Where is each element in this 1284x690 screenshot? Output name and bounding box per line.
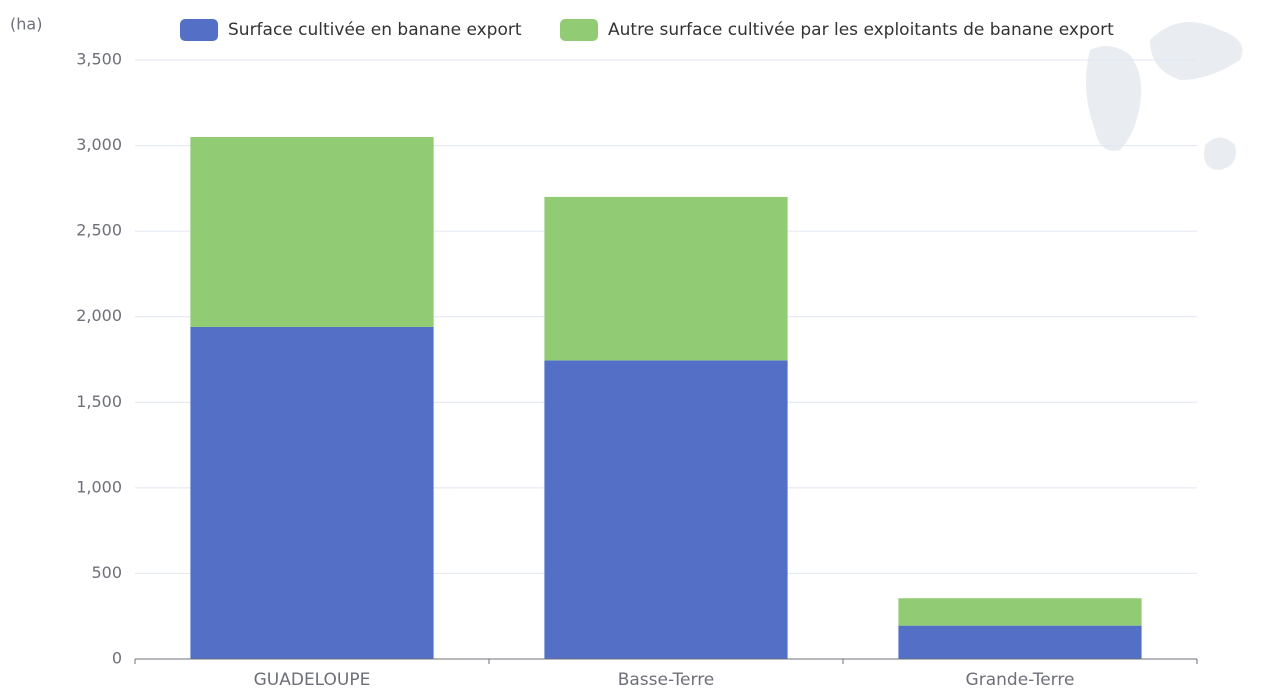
y-tick-label: 500 [91,563,122,582]
x-tick-label: Basse-Terre [618,670,715,690]
legend-label[interactable]: Surface cultivée en banane export [228,20,522,40]
legend-swatch[interactable] [560,19,598,41]
bar-segment [898,625,1142,659]
y-tick-label: 2,500 [76,221,122,240]
x-tick-label: GUADELOUPE [254,670,371,690]
bar-segment [544,360,788,659]
y-tick-label: 1,500 [76,392,122,411]
y-tick-label: 3,500 [76,50,122,69]
legend-swatch[interactable] [180,19,218,41]
y-tick-label: 2,000 [76,306,122,325]
bar-segment [190,326,434,659]
y-tick-label: 0 [112,649,122,668]
y-tick-label: 3,000 [76,135,122,154]
bar-segment [898,598,1142,626]
bar-segment [544,196,788,361]
x-tick-label: Grande-Terre [966,670,1075,690]
bar-segment [190,137,434,327]
map-decoration [1086,22,1243,170]
y-axis-unit: (ha) [10,15,42,34]
legend-label[interactable]: Autre surface cultivée par les exploitan… [608,20,1114,40]
y-tick-label: 1,000 [76,477,122,496]
